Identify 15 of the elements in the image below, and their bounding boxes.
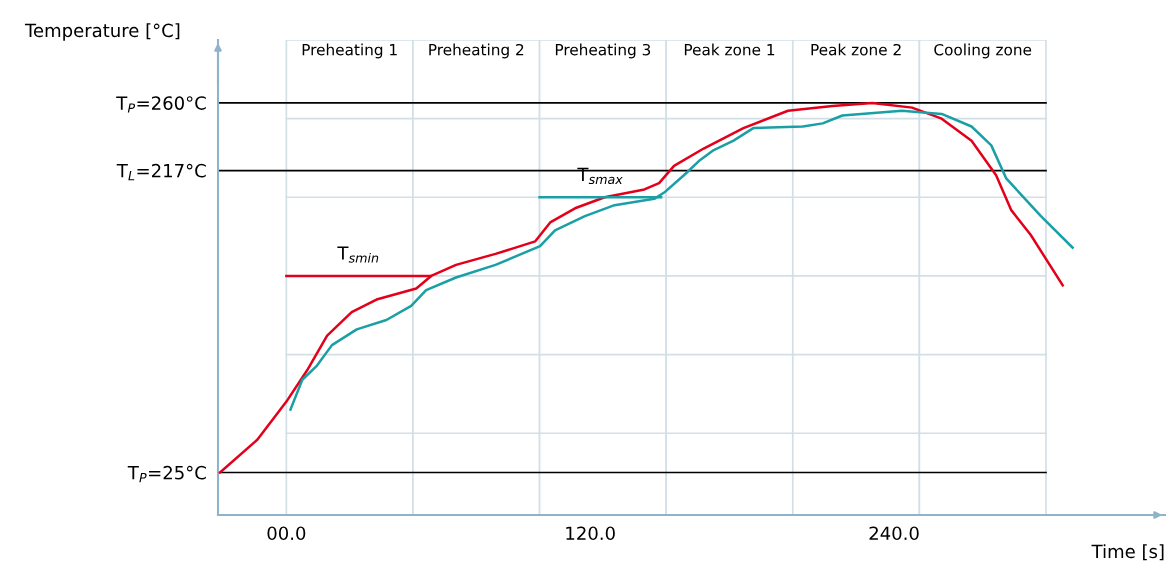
band-label: Peak zone 1 <box>684 43 775 56</box>
x-tick-label: 120.0 <box>566 526 615 541</box>
band-label: Cooling zone <box>934 43 1032 59</box>
y-tick-label: T$_{L}$=217°C <box>116 163 206 181</box>
y-tick-label: T$_{P}$=25°C <box>127 465 206 483</box>
band-label: Preheating 1 <box>302 43 397 59</box>
band-label: Peak zone 2 <box>811 43 901 56</box>
x-tick-label: 240.0 <box>869 526 919 541</box>
band-label: Preheating 3 <box>555 43 651 59</box>
y-tick-label: T$_{P}$=260°C <box>116 96 206 113</box>
band-label: Preheating 2 <box>429 43 524 59</box>
x-tick-label: 00.0 <box>267 526 306 541</box>
series-label: T$_{smin}$ <box>337 246 379 263</box>
x-axis-title: Time [s] <box>1091 544 1164 561</box>
y-axis-title: Temperature [°C] <box>24 23 180 41</box>
